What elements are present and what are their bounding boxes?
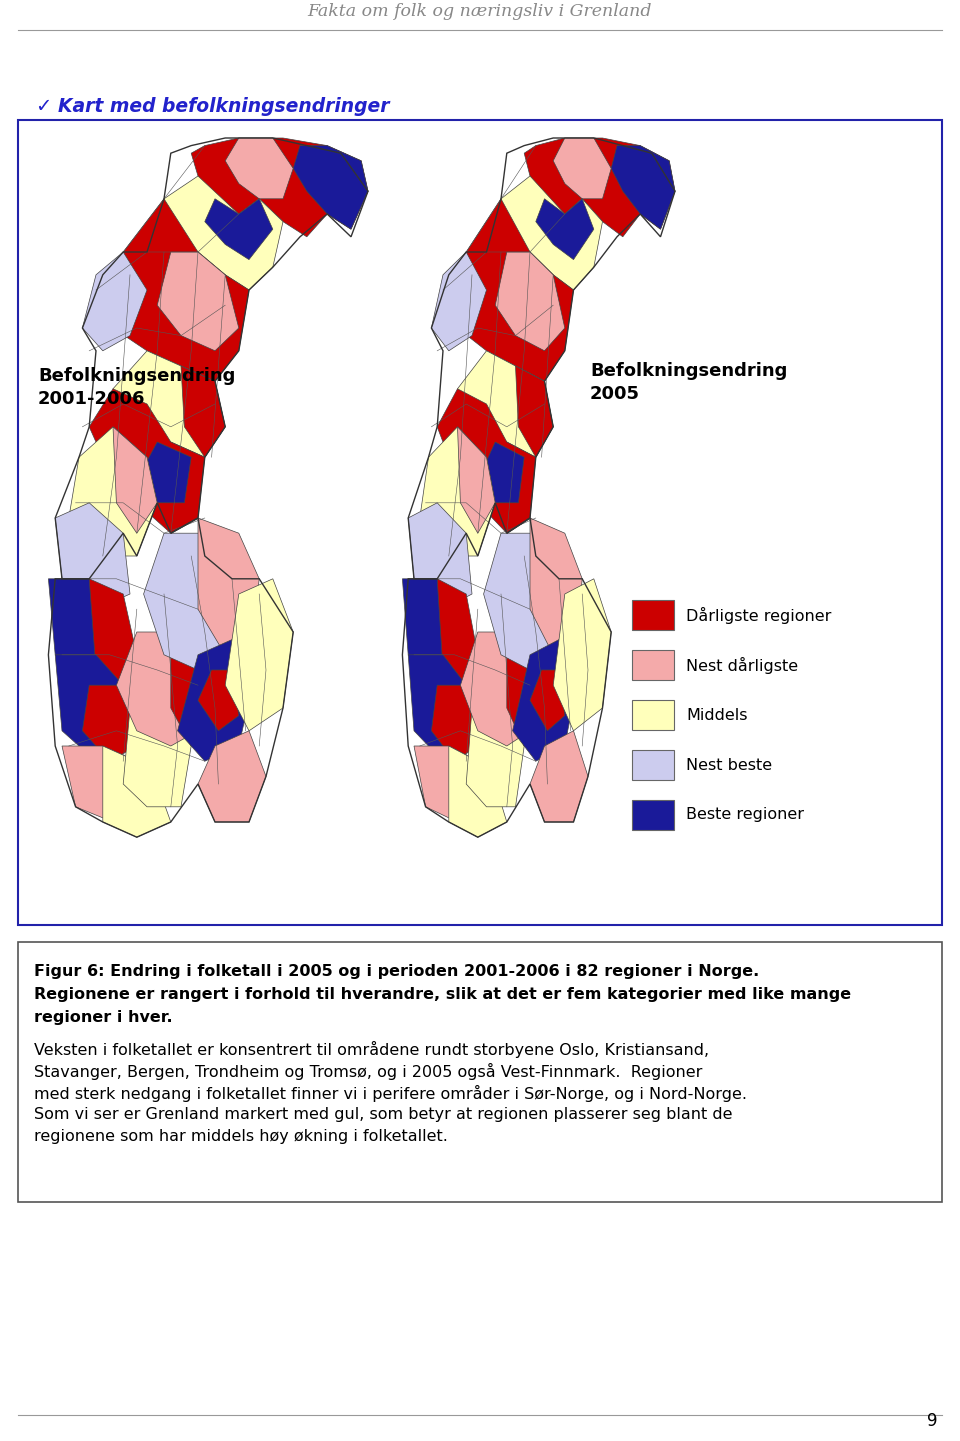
Polygon shape: [191, 138, 368, 236]
Bar: [385, 138, 675, 898]
Polygon shape: [513, 640, 576, 761]
Polygon shape: [171, 633, 226, 746]
Polygon shape: [458, 427, 495, 533]
Bar: [632, 700, 674, 731]
Text: Beste regioner: Beste regioner: [686, 807, 804, 823]
Polygon shape: [524, 138, 675, 236]
Polygon shape: [495, 252, 564, 350]
Polygon shape: [431, 686, 478, 761]
Polygon shape: [151, 176, 283, 290]
Polygon shape: [461, 633, 536, 746]
Polygon shape: [113, 427, 157, 533]
Polygon shape: [553, 138, 612, 199]
Polygon shape: [443, 199, 573, 382]
Text: Nest beste: Nest beste: [686, 758, 772, 772]
Text: 2005: 2005: [590, 385, 640, 403]
Text: Middels: Middels: [686, 708, 748, 722]
Text: Nest dårligste: Nest dårligste: [686, 657, 798, 673]
Polygon shape: [478, 442, 524, 503]
Polygon shape: [507, 633, 553, 746]
Polygon shape: [89, 579, 137, 686]
Bar: [632, 599, 674, 630]
Polygon shape: [103, 746, 171, 837]
Polygon shape: [198, 517, 259, 654]
Polygon shape: [490, 176, 603, 290]
Text: 9: 9: [927, 1412, 938, 1429]
Polygon shape: [116, 633, 204, 746]
Polygon shape: [530, 670, 564, 731]
Polygon shape: [123, 708, 191, 807]
Text: Figur 6: Endring i folketall i 2005 og i perioden 2001-2006 i 82 regioner i Norg: Figur 6: Endring i folketall i 2005 og i…: [34, 964, 759, 978]
Polygon shape: [62, 746, 147, 821]
Polygon shape: [530, 731, 588, 821]
Polygon shape: [458, 350, 553, 457]
Polygon shape: [402, 579, 467, 686]
Polygon shape: [137, 442, 191, 503]
Polygon shape: [530, 517, 582, 654]
Polygon shape: [69, 427, 157, 556]
Text: Fakta om folk og næringsliv i Grenland: Fakta om folk og næringsliv i Grenland: [308, 3, 652, 20]
Polygon shape: [198, 670, 239, 731]
Polygon shape: [198, 731, 266, 821]
Polygon shape: [157, 252, 239, 350]
Text: Befolkningsendring: Befolkningsendring: [38, 367, 235, 385]
Polygon shape: [226, 579, 293, 731]
Polygon shape: [467, 708, 524, 807]
Text: regionene som har middels høy økning i folketallet.: regionene som har middels høy økning i f…: [34, 1128, 448, 1144]
Polygon shape: [204, 199, 273, 259]
Text: regioner i hver.: regioner i hver.: [34, 1010, 173, 1025]
Text: Befolkningsendring: Befolkningsendring: [590, 362, 787, 380]
Polygon shape: [437, 389, 536, 533]
Bar: [632, 800, 674, 830]
Polygon shape: [516, 366, 553, 457]
Polygon shape: [414, 746, 487, 821]
Text: Regionene er rangert i forhold til hverandre, slik at det er fem kategorier med : Regionene er rangert i forhold til hvera…: [34, 987, 852, 1001]
Polygon shape: [96, 199, 249, 382]
Polygon shape: [553, 579, 612, 731]
Polygon shape: [178, 640, 252, 761]
Text: med sterk nedgang i folketallet finner vi i perifere områder i Sør-Norge, og i N: med sterk nedgang i folketallet finner v…: [34, 1085, 747, 1102]
Polygon shape: [226, 138, 293, 199]
Polygon shape: [408, 654, 472, 761]
Bar: [632, 749, 674, 780]
Polygon shape: [293, 146, 368, 229]
Text: 2001-2006: 2001-2006: [38, 391, 146, 408]
Polygon shape: [181, 366, 226, 457]
Polygon shape: [431, 252, 487, 350]
Text: Stavanger, Bergen, Trondheim og Tromsø, og i 2005 også Vest-Finnmark.  Regioner: Stavanger, Bergen, Trondheim og Tromsø, …: [34, 1063, 703, 1079]
Text: ✓: ✓: [35, 98, 52, 117]
Polygon shape: [56, 654, 130, 761]
Polygon shape: [83, 252, 147, 350]
Polygon shape: [449, 746, 507, 837]
Bar: [632, 650, 674, 680]
Polygon shape: [437, 579, 478, 686]
Polygon shape: [56, 503, 130, 610]
Polygon shape: [48, 579, 123, 686]
Polygon shape: [113, 350, 226, 457]
Polygon shape: [89, 389, 204, 533]
Text: Kart med befolkningsendringer: Kart med befolkningsendringer: [58, 98, 390, 117]
Bar: [18, 942, 942, 1202]
Polygon shape: [144, 533, 232, 670]
Bar: [28, 138, 368, 898]
Bar: [18, 120, 942, 925]
Text: Dårligste regioner: Dårligste regioner: [686, 607, 831, 624]
Text: Veksten i folketallet er konsentrert til områdene rundt storbyene Oslo, Kristian: Veksten i folketallet er konsentrert til…: [34, 1040, 709, 1058]
Text: Som vi ser er Grenland markert med gul, som betyr at regionen plasserer seg blan: Som vi ser er Grenland markert med gul, …: [34, 1107, 732, 1123]
Polygon shape: [408, 503, 472, 610]
Polygon shape: [484, 533, 559, 670]
Polygon shape: [536, 199, 594, 259]
Polygon shape: [420, 427, 495, 556]
Polygon shape: [83, 686, 137, 761]
Polygon shape: [612, 146, 675, 229]
